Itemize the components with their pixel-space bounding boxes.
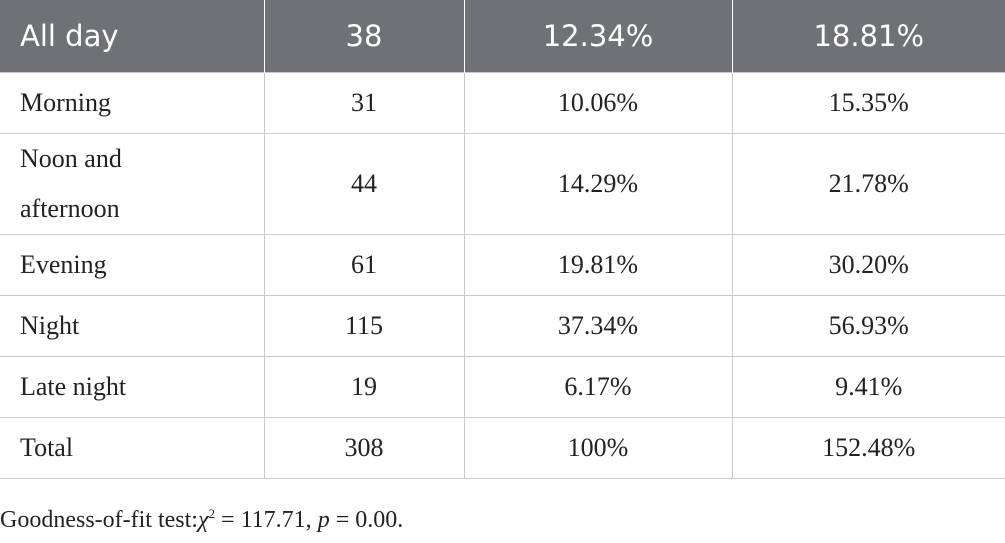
header-row: All day 38 12.34% 18.81% xyxy=(0,0,1005,73)
cell: 21.78% xyxy=(731,133,1005,235)
row-label: Late night xyxy=(0,356,265,418)
superscript: 2 xyxy=(208,506,216,521)
table-row: Night 115 37.34% 56.93% xyxy=(0,295,1005,357)
cell-text: Night xyxy=(20,311,80,340)
table-row: Morning 31 10.06% 15.35% xyxy=(0,72,1005,134)
cell-text: 9.41% xyxy=(835,372,903,401)
cell-text: Evening xyxy=(20,250,107,279)
header-cell: 38 xyxy=(263,0,464,73)
cell-text: 19 xyxy=(351,372,377,401)
table-row: Evening 61 19.81% 30.20% xyxy=(0,234,1005,296)
cell: 30.20% xyxy=(731,234,1005,296)
row-label: Night xyxy=(0,295,265,357)
cell-text: 14.29% xyxy=(557,169,639,198)
row-label: Morning xyxy=(0,72,265,134)
cell-text: 19.81% xyxy=(557,250,639,279)
cell: 10.06% xyxy=(463,72,733,134)
p-symbol: p xyxy=(317,507,330,533)
cell-text: 6.17% xyxy=(564,372,632,401)
cell-text: 10.06% xyxy=(557,88,639,117)
cell-text: Late night xyxy=(20,372,127,401)
cell: 37.34% xyxy=(463,295,733,357)
cell: 61 xyxy=(263,234,465,296)
cell-text: 100% xyxy=(567,433,629,462)
header-cell: 12.34% xyxy=(463,0,732,73)
cell-text: 152.48% xyxy=(822,433,916,462)
cell: 308 xyxy=(263,417,465,479)
row-label: Evening xyxy=(0,234,265,296)
table-body: Morning 31 10.06% 15.35% Noon and afternoon 4… xyxy=(0,72,1005,479)
cell: 100% xyxy=(463,417,733,479)
chi-symbol: χ xyxy=(197,507,209,533)
cell-text: 115 xyxy=(344,311,384,340)
cell: 31 xyxy=(263,72,465,134)
cell: 6.17% xyxy=(463,356,733,418)
cell-text: 15.35% xyxy=(828,88,909,117)
p-value: = 0.00. xyxy=(335,507,404,533)
cell: 19.81% xyxy=(463,234,733,296)
cell-text: Total xyxy=(20,433,74,462)
cell-text: 37.34% xyxy=(557,311,639,340)
table-row: Total 308 100% 152.48% xyxy=(0,417,1005,479)
cell-text: 308 xyxy=(344,433,384,462)
cell-text: 30.20% xyxy=(828,250,909,279)
row-label: Noon and afternoon xyxy=(0,133,265,235)
cell-text: 61 xyxy=(351,250,377,279)
cell-text: 31 xyxy=(351,88,377,117)
statistic: = 117.71, xyxy=(221,507,312,533)
cell-text: 44 xyxy=(351,169,377,198)
cell: 44 xyxy=(263,133,465,235)
cell-text: Noon and afternoon xyxy=(20,144,122,223)
cell: 115 xyxy=(263,295,465,357)
data-table: All day 38 12.34% 18.81% Morning 31 10.06% 15.… xyxy=(0,0,1005,479)
cell: 152.48% xyxy=(731,417,1005,479)
cell-text: 56.93% xyxy=(828,311,909,340)
footnote-label: Goodness-of-fit test: xyxy=(0,507,198,533)
cell: 14.29% xyxy=(463,133,733,235)
header-cell: All day xyxy=(0,0,264,73)
footnote: Goodness-of-fit test:χ2 = 117.71, p = 0.… xyxy=(0,506,403,534)
cell: 15.35% xyxy=(731,72,1005,134)
cell-text: 21.78% xyxy=(828,169,909,198)
table-row: Late night 19 6.17% 9.41% xyxy=(0,356,1005,418)
header-cell: 18.81% xyxy=(731,0,1005,73)
table-row: Noon and afternoon 44 14.29% 21.78% xyxy=(0,133,1005,235)
cell: 19 xyxy=(263,356,465,418)
row-label: Total xyxy=(0,417,265,479)
cell: 9.41% xyxy=(731,356,1005,418)
cell: 56.93% xyxy=(731,295,1005,357)
cell-text: Morning xyxy=(20,88,111,117)
